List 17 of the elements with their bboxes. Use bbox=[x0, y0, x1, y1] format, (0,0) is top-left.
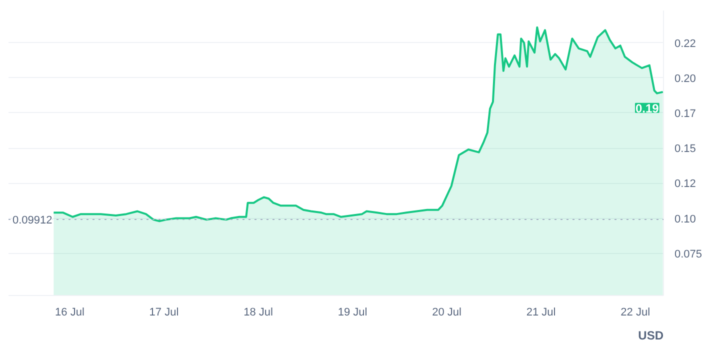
y-tick-label: 0.15 bbox=[674, 143, 696, 156]
ref-line-label: 0.09912 bbox=[12, 214, 52, 227]
y-tick-label: 0.075 bbox=[674, 248, 702, 260]
y-tick-label: 0.12 bbox=[674, 178, 696, 190]
x-tick-label: 19 Jul bbox=[338, 306, 368, 318]
x-tick-label: 18 Jul bbox=[244, 306, 273, 318]
y-tick-label: 0.20 bbox=[674, 72, 696, 85]
x-tick-label: 21 Jul bbox=[526, 306, 556, 318]
text: USD bbox=[638, 328, 664, 342]
x-tick-label: 20 Jul bbox=[432, 306, 462, 318]
annotation: 0.19 bbox=[635, 101, 660, 116]
y-tick-label: 0.17 bbox=[674, 108, 696, 120]
x-tick-label: 16 Jul bbox=[55, 306, 84, 318]
y-tick-label: 0.22 bbox=[674, 38, 696, 50]
x-tick-label: 22 Jul bbox=[620, 306, 650, 318]
x-tick-label: 17 Jul bbox=[149, 306, 179, 318]
y-tick-label: 0.10 bbox=[674, 213, 696, 226]
